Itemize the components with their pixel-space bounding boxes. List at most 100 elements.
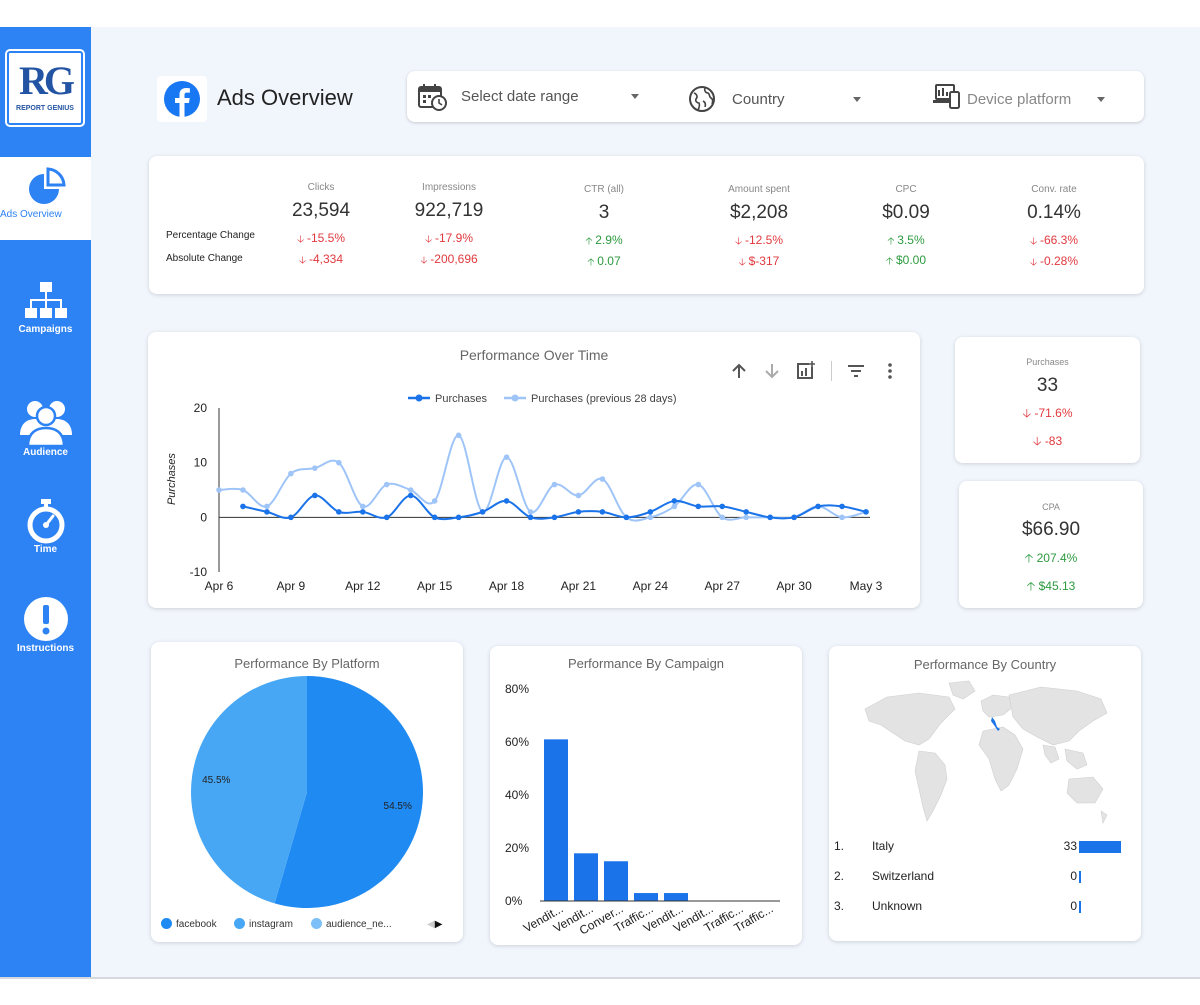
data-point[interactable] [216, 487, 222, 493]
metric-label: CTR (all) [584, 184, 624, 195]
data-point[interactable] [431, 498, 438, 504]
filter-icon[interactable] [848, 365, 864, 377]
data-point[interactable] [647, 509, 654, 515]
date-range-filter[interactable]: Select date range [415, 71, 651, 122]
data-point[interactable] [527, 509, 534, 515]
data-point[interactable] [719, 503, 726, 510]
sidebar-item-label: Time [33, 544, 58, 555]
y-tick-label: -10 [190, 565, 208, 579]
bar[interactable] [664, 893, 688, 901]
data-point[interactable] [455, 514, 462, 521]
sidebar-item-label: Campaigns [18, 324, 73, 335]
data-point[interactable] [839, 514, 845, 521]
country-filter[interactable]: Country [685, 71, 875, 122]
data-point[interactable] [336, 459, 342, 466]
data-point[interactable] [647, 514, 654, 521]
row-value: 0 [1070, 899, 1077, 913]
data-point[interactable] [743, 514, 749, 521]
data-point[interactable] [383, 481, 390, 488]
data-point[interactable] [671, 498, 678, 504]
data-point[interactable] [312, 465, 318, 471]
metric-abs-value: -200,696 [430, 252, 478, 266]
data-point[interactable] [431, 514, 438, 521]
legend-next-icon[interactable]: ▶ [434, 919, 443, 930]
legend-audience-network[interactable]: audience_ne... [311, 918, 392, 930]
amount-spent-abs-change: 🡣 $-317 [699, 254, 819, 272]
data-point[interactable] [383, 514, 390, 521]
table-row[interactable]: 3. Unknown 0 [829, 895, 1139, 919]
row-bar [1079, 871, 1081, 883]
sort-ascending-icon[interactable] [732, 363, 746, 378]
data-point[interactable] [288, 514, 294, 521]
data-point[interactable] [815, 503, 821, 510]
data-point[interactable] [863, 509, 869, 515]
arrow-up-icon: 🡡 [886, 256, 896, 267]
sort-descending-icon[interactable] [765, 364, 779, 379]
metric-abs-value: $0.00 [895, 253, 926, 267]
data-point[interactable] [623, 514, 630, 521]
y-tick-label: 0% [505, 894, 523, 908]
metric-label: Amount spent [728, 184, 790, 195]
data-point[interactable] [359, 503, 366, 510]
data-point[interactable] [575, 492, 582, 499]
data-point[interactable] [455, 432, 462, 439]
percentage-change-label: Percentage Change [166, 230, 255, 241]
table-row[interactable]: 1. Italy 33 [829, 835, 1139, 859]
data-point[interactable] [264, 509, 270, 515]
more-vert-icon[interactable] [888, 363, 892, 379]
arrow-up-icon: 🡡 [587, 257, 598, 268]
data-point[interactable] [695, 481, 702, 488]
data-point[interactable] [288, 470, 294, 477]
data-point[interactable] [336, 509, 342, 515]
sidebar-item-ads-overview[interactable]: Ads Overview [0, 157, 91, 240]
bar[interactable] [604, 861, 628, 901]
data-point[interactable] [743, 509, 749, 515]
map-highlight-italy[interactable] [991, 717, 1000, 731]
table-row[interactable]: 2. Switzerland 0 [829, 865, 1139, 889]
globe-icon [689, 86, 715, 112]
data-point[interactable] [312, 492, 318, 499]
sidebar-item-time[interactable]: Time [0, 498, 91, 555]
data-point[interactable] [839, 503, 845, 510]
date-range-placeholder: Select date range [461, 88, 579, 105]
data-point[interactable] [240, 503, 246, 510]
data-point[interactable] [791, 514, 797, 521]
bar[interactable] [544, 739, 568, 901]
data-point[interactable] [407, 487, 414, 493]
bar[interactable] [574, 853, 598, 901]
data-point[interactable] [767, 514, 773, 521]
metric-abs-value: $-317 [748, 254, 780, 268]
data-point[interactable] [264, 503, 270, 510]
data-point[interactable] [359, 509, 366, 515]
legend-item[interactable]: Purchases (previous 28 days) [504, 393, 677, 405]
bar[interactable] [634, 893, 658, 901]
data-point[interactable] [671, 503, 678, 510]
data-point[interactable] [551, 481, 558, 488]
sidebar-item-instructions[interactable]: Instructions [0, 595, 91, 654]
data-point[interactable] [479, 509, 486, 515]
legend-instagram[interactable]: instagram [234, 918, 293, 930]
pie-slice[interactable] [274, 676, 423, 908]
data-point[interactable] [503, 454, 510, 460]
pie-chart-title: Performance By Platform [234, 656, 380, 671]
pie-slice[interactable] [190, 676, 307, 904]
data-point[interactable] [503, 498, 510, 504]
arrow-down-icon: 🡣 [425, 234, 435, 245]
metric-pct-value: -66.3% [1039, 233, 1078, 247]
data-point[interactable] [240, 487, 246, 493]
legend-item[interactable]: Purchases [408, 393, 487, 405]
data-point[interactable] [407, 492, 414, 499]
legend-facebook[interactable]: facebook [161, 918, 217, 930]
data-point[interactable] [599, 476, 606, 482]
legend-prev-icon[interactable]: ◀ [427, 919, 435, 930]
data-point[interactable] [527, 514, 534, 521]
data-point[interactable] [599, 509, 606, 515]
device-platform-filter[interactable]: Device platform [929, 71, 1139, 122]
explore-chart-icon[interactable] [797, 361, 815, 379]
data-point[interactable] [695, 503, 702, 510]
data-point[interactable] [719, 514, 726, 521]
data-point[interactable] [551, 514, 558, 521]
sidebar-item-campaigns[interactable]: Campaigns [0, 280, 91, 335]
data-point[interactable] [575, 509, 582, 515]
sidebar-item-audience[interactable]: Audience [0, 397, 91, 458]
